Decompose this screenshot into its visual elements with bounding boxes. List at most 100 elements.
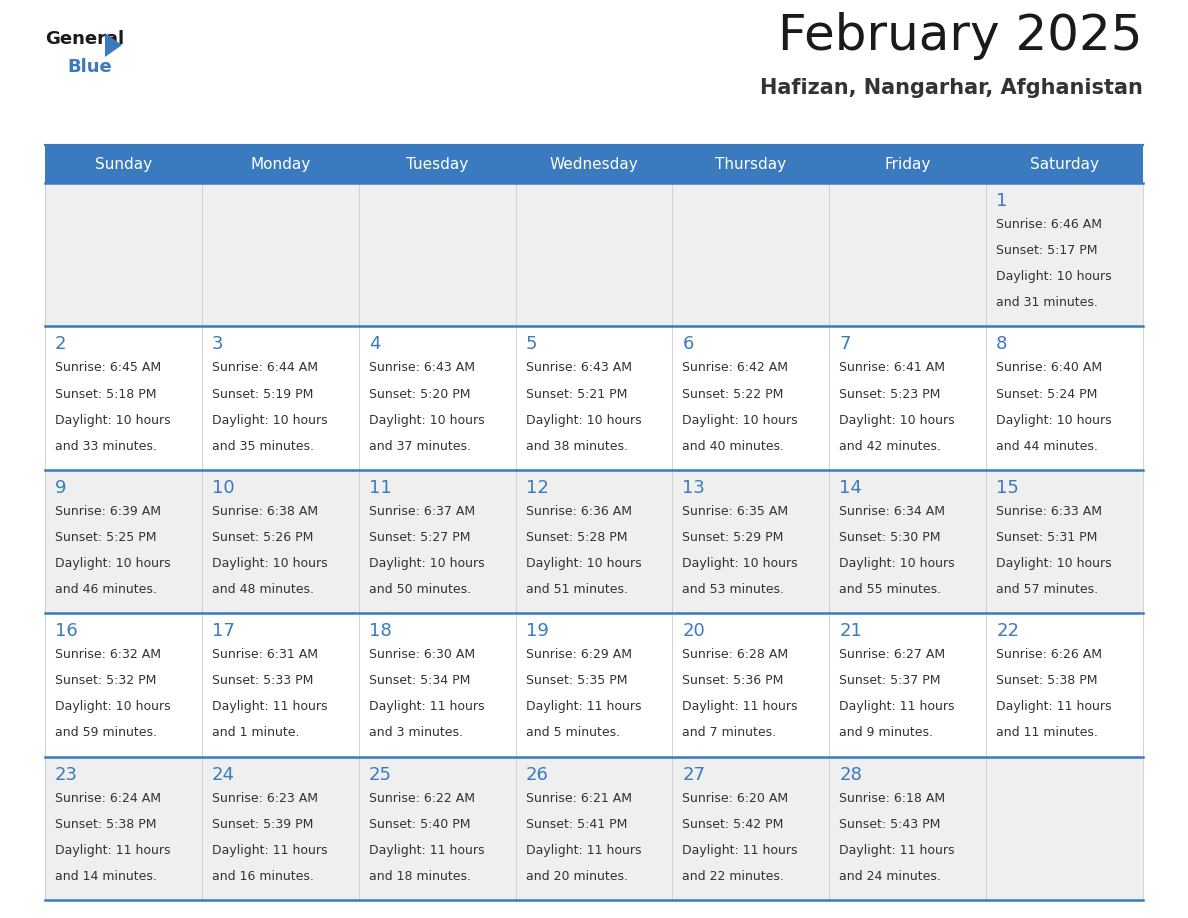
Text: Saturday: Saturday [1030,156,1099,172]
Text: Sunrise: 6:43 AM: Sunrise: 6:43 AM [368,362,475,375]
Text: Sunset: 5:38 PM: Sunset: 5:38 PM [55,818,157,831]
Text: Sunset: 5:24 PM: Sunset: 5:24 PM [997,387,1098,400]
Text: 20: 20 [682,622,706,640]
Text: Sunset: 5:36 PM: Sunset: 5:36 PM [682,675,784,688]
Text: Sunrise: 6:43 AM: Sunrise: 6:43 AM [525,362,632,375]
Text: Sunrise: 6:36 AM: Sunrise: 6:36 AM [525,505,632,518]
Text: Sunset: 5:35 PM: Sunset: 5:35 PM [525,675,627,688]
Text: 14: 14 [839,479,862,497]
Text: Sunday: Sunday [95,156,152,172]
Text: February 2025: February 2025 [778,12,1143,60]
Text: Sunrise: 6:42 AM: Sunrise: 6:42 AM [682,362,789,375]
Text: Daylight: 11 hours: Daylight: 11 hours [682,700,798,713]
Text: Sunset: 5:19 PM: Sunset: 5:19 PM [211,387,314,400]
Text: Sunset: 5:32 PM: Sunset: 5:32 PM [55,675,157,688]
Text: and 18 minutes.: and 18 minutes. [368,870,470,883]
Text: Wednesday: Wednesday [550,156,638,172]
Text: Daylight: 11 hours: Daylight: 11 hours [839,700,955,713]
Text: 16: 16 [55,622,77,640]
Text: Daylight: 11 hours: Daylight: 11 hours [368,700,485,713]
Text: 4: 4 [368,335,380,353]
Text: 27: 27 [682,766,706,784]
Text: Daylight: 10 hours: Daylight: 10 hours [55,700,171,713]
Text: Daylight: 11 hours: Daylight: 11 hours [55,844,171,856]
Text: Daylight: 10 hours: Daylight: 10 hours [55,557,171,570]
Bar [45,327,1143,470]
Text: Sunrise: 6:44 AM: Sunrise: 6:44 AM [211,362,318,375]
Text: Sunrise: 6:34 AM: Sunrise: 6:34 AM [839,505,946,518]
Text: Sunrise: 6:22 AM: Sunrise: 6:22 AM [368,791,475,805]
Text: Daylight: 10 hours: Daylight: 10 hours [997,557,1112,570]
Text: Sunset: 5:33 PM: Sunset: 5:33 PM [211,675,314,688]
Text: Sunset: 5:43 PM: Sunset: 5:43 PM [839,818,941,831]
Text: and 55 minutes.: and 55 minutes. [839,583,941,596]
Text: 2: 2 [55,335,67,353]
Text: Daylight: 10 hours: Daylight: 10 hours [839,414,955,427]
Text: and 48 minutes.: and 48 minutes. [211,583,314,596]
Text: Sunrise: 6:24 AM: Sunrise: 6:24 AM [55,791,162,805]
Text: Sunset: 5:39 PM: Sunset: 5:39 PM [211,818,314,831]
Text: Sunset: 5:29 PM: Sunset: 5:29 PM [682,531,784,544]
Text: Daylight: 10 hours: Daylight: 10 hours [682,414,798,427]
Text: Sunset: 5:30 PM: Sunset: 5:30 PM [839,531,941,544]
Bar [45,613,1143,756]
Text: Daylight: 10 hours: Daylight: 10 hours [997,270,1112,284]
Text: Sunset: 5:38 PM: Sunset: 5:38 PM [997,675,1098,688]
Text: Daylight: 11 hours: Daylight: 11 hours [525,700,642,713]
Bar [45,183,1143,327]
Text: Sunset: 5:23 PM: Sunset: 5:23 PM [839,387,941,400]
Text: Daylight: 10 hours: Daylight: 10 hours [211,414,328,427]
Text: Sunset: 5:42 PM: Sunset: 5:42 PM [682,818,784,831]
Text: and 57 minutes.: and 57 minutes. [997,583,1098,596]
Text: and 22 minutes.: and 22 minutes. [682,870,784,883]
Text: Daylight: 10 hours: Daylight: 10 hours [368,557,485,570]
Text: Daylight: 10 hours: Daylight: 10 hours [839,557,955,570]
Bar [45,756,1143,900]
Text: and 3 minutes.: and 3 minutes. [368,726,462,740]
Text: Sunset: 5:41 PM: Sunset: 5:41 PM [525,818,627,831]
Text: Sunset: 5:17 PM: Sunset: 5:17 PM [997,244,1098,257]
Text: 10: 10 [211,479,234,497]
Text: Sunrise: 6:35 AM: Sunrise: 6:35 AM [682,505,789,518]
Text: 12: 12 [525,479,549,497]
Text: Daylight: 11 hours: Daylight: 11 hours [211,844,328,856]
Text: Sunrise: 6:21 AM: Sunrise: 6:21 AM [525,791,632,805]
Text: Sunrise: 6:38 AM: Sunrise: 6:38 AM [211,505,318,518]
Text: Sunrise: 6:40 AM: Sunrise: 6:40 AM [997,362,1102,375]
Text: Sunrise: 6:37 AM: Sunrise: 6:37 AM [368,505,475,518]
Text: and 16 minutes.: and 16 minutes. [211,870,314,883]
Text: 18: 18 [368,622,392,640]
Text: 11: 11 [368,479,392,497]
Text: 15: 15 [997,479,1019,497]
Text: Daylight: 10 hours: Daylight: 10 hours [525,414,642,427]
Text: Daylight: 10 hours: Daylight: 10 hours [368,414,485,427]
Text: 23: 23 [55,766,78,784]
Bar [45,145,1143,183]
Text: Sunset: 5:34 PM: Sunset: 5:34 PM [368,675,470,688]
Text: and 14 minutes.: and 14 minutes. [55,870,157,883]
Text: and 51 minutes.: and 51 minutes. [525,583,627,596]
Text: Sunrise: 6:27 AM: Sunrise: 6:27 AM [839,648,946,661]
Text: and 38 minutes.: and 38 minutes. [525,440,627,453]
Text: Thursday: Thursday [715,156,786,172]
Text: 21: 21 [839,622,862,640]
Text: and 40 minutes.: and 40 minutes. [682,440,784,453]
Text: 17: 17 [211,622,235,640]
Text: 3: 3 [211,335,223,353]
Text: and 33 minutes.: and 33 minutes. [55,440,157,453]
Text: Sunrise: 6:28 AM: Sunrise: 6:28 AM [682,648,789,661]
Text: and 9 minutes.: and 9 minutes. [839,726,934,740]
Text: 1: 1 [997,192,1007,210]
Text: Sunset: 5:37 PM: Sunset: 5:37 PM [839,675,941,688]
Text: 8: 8 [997,335,1007,353]
Text: and 53 minutes.: and 53 minutes. [682,583,784,596]
Text: and 5 minutes.: and 5 minutes. [525,726,620,740]
Text: Daylight: 11 hours: Daylight: 11 hours [211,700,328,713]
Text: 13: 13 [682,479,706,497]
Text: Sunrise: 6:26 AM: Sunrise: 6:26 AM [997,648,1102,661]
Text: Sunrise: 6:45 AM: Sunrise: 6:45 AM [55,362,162,375]
Text: 6: 6 [682,335,694,353]
Text: 24: 24 [211,766,235,784]
Text: and 35 minutes.: and 35 minutes. [211,440,314,453]
Text: Monday: Monday [251,156,310,172]
